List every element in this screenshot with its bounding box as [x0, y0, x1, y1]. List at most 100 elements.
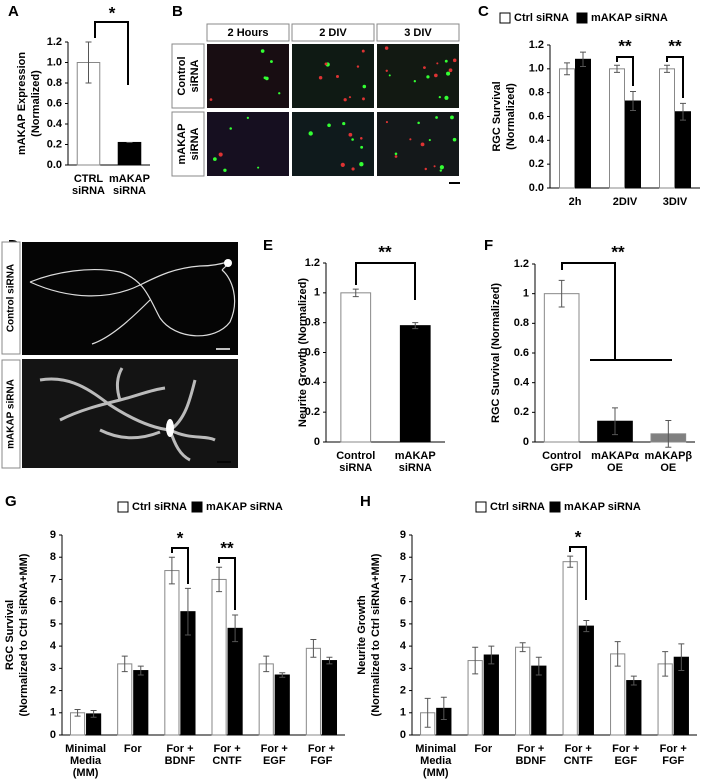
y-tick-label: 8 [400, 551, 406, 563]
bar [305, 647, 321, 736]
legend-swatch [475, 501, 487, 513]
significance-bracket [355, 262, 416, 300]
cell [439, 165, 444, 170]
y-axis-label: Neurite Growth (Normalized) [297, 278, 309, 427]
soma [224, 259, 232, 267]
y-axis-label: mAKAP Expression [16, 52, 28, 155]
x-tick-label: Minimal [65, 743, 106, 755]
cell [409, 138, 412, 141]
bar [626, 680, 642, 736]
significance-bracket [171, 547, 189, 584]
cell [438, 96, 441, 99]
bar [164, 570, 180, 736]
cell [385, 120, 389, 124]
error-bar [412, 322, 419, 330]
panel-label: G [5, 493, 17, 510]
y-tick-label: 0.0 [529, 182, 544, 194]
legend-swatch [576, 12, 588, 24]
error-bar [90, 710, 97, 718]
micrograph [292, 44, 374, 108]
y-tick-label: 1.2 [514, 258, 529, 270]
cell [348, 96, 352, 99]
error-bar [184, 587, 191, 636]
y-tick-label: 1.2 [305, 257, 320, 269]
y-tick-label: 0.4 [514, 377, 530, 389]
error-bar [472, 646, 479, 675]
y-tick-label: 0.0 [47, 159, 62, 171]
error-bar [424, 697, 431, 728]
legend-label: mAKAP siRNA [564, 501, 641, 513]
row-label: Control [176, 56, 188, 95]
x-tick-label: OE [660, 462, 676, 474]
error-bar [630, 675, 637, 686]
row-box [1, 241, 21, 355]
error-bar [352, 288, 359, 298]
error-bar [583, 620, 590, 633]
bar [211, 578, 227, 736]
y-tick-label: 0 [523, 436, 529, 448]
cell [444, 95, 449, 100]
y-tick-label: 3 [400, 662, 406, 674]
bar [258, 663, 274, 736]
panel-label: F [484, 237, 493, 254]
cell [342, 121, 346, 126]
x-tick-label: CNTF [212, 755, 242, 767]
cell [327, 123, 331, 128]
x-tick-label: siRNA [72, 185, 105, 197]
y-axis-label: RGC Survival [491, 81, 503, 151]
x-tick-label: 2h [569, 196, 582, 208]
significance-bracket [616, 56, 634, 86]
y-tick-label: 0.4 [305, 376, 321, 388]
x-tick-label: mAKAPα [591, 450, 639, 462]
row-box [171, 111, 205, 177]
y-tick-label: 0.8 [305, 317, 320, 329]
cell [446, 71, 451, 76]
cell [308, 131, 313, 136]
bar [543, 293, 580, 443]
cell [360, 145, 364, 149]
x-tick-label: (MM) [73, 767, 99, 779]
cell [362, 84, 367, 89]
panel-label: C [478, 3, 489, 20]
y-tick-label: 1 [523, 288, 529, 300]
x-tick-label: FGF [662, 755, 684, 767]
cell [246, 116, 249, 119]
y-tick-label: 0.8 [47, 77, 62, 89]
x-tick-label: siRNA [339, 462, 372, 474]
column-box [206, 23, 290, 42]
micrograph [207, 44, 289, 108]
cell [384, 46, 389, 50]
x-tick-label: EGF [614, 755, 637, 767]
panel-label: A [8, 3, 19, 20]
bar [117, 663, 133, 736]
y-tick-label: 0.4 [529, 134, 545, 146]
cell [318, 76, 323, 80]
cell [356, 65, 360, 68]
x-tick-label: BDNF [165, 755, 196, 767]
x-tick-label: For [124, 743, 142, 755]
bar [559, 68, 575, 189]
x-tick-label: mAKAP [395, 450, 436, 462]
y-tick-label: 9 [400, 529, 406, 541]
cell [394, 155, 398, 158]
legend-label: Ctrl siRNA [514, 12, 569, 24]
row-label: siRNA [189, 59, 201, 92]
bar [321, 660, 338, 736]
micrograph-grid: 2 Hours 2 DIV 3 DIV Control siRNA mAKAP … [171, 23, 460, 184]
row-label: mAKAP siRNA [6, 379, 17, 449]
column-label: 3 DIV [404, 27, 432, 39]
significance-label: ** [611, 242, 625, 261]
cell [452, 58, 457, 63]
x-tick-label: For + [660, 743, 687, 755]
x-tick-label: For + [517, 743, 544, 755]
cell [385, 69, 388, 72]
legend-swatch [499, 12, 511, 24]
y-tick-label: 6 [50, 596, 56, 608]
significance-bracket [666, 56, 684, 98]
bar [483, 654, 499, 736]
cell [448, 68, 453, 73]
y-tick-label: 0.8 [514, 317, 529, 329]
bar [625, 100, 641, 189]
error-bar [678, 643, 685, 672]
legend-label: Ctrl siRNA [132, 501, 187, 513]
